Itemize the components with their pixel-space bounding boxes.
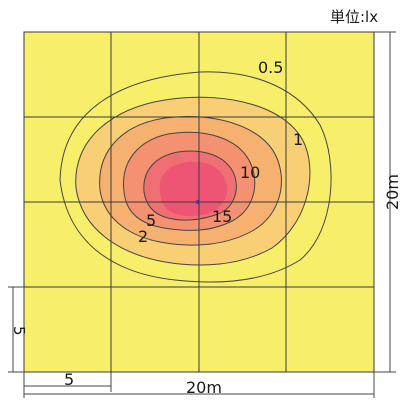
width-dimension-label: 20m <box>186 378 222 397</box>
contour-label-10: 10 <box>240 163 260 182</box>
left-sub-dimension <box>8 286 24 373</box>
contour-label-2: 2 <box>138 227 148 246</box>
sub-height-dimension-label: 5 <box>10 326 28 336</box>
unit-label: 単位:lx <box>330 8 378 26</box>
bottom-dimension <box>23 372 375 398</box>
right-dimension <box>374 31 396 373</box>
contour-label-5: 5 <box>146 211 156 230</box>
light-source-point <box>196 200 200 204</box>
contour-label-15: 15 <box>212 207 232 226</box>
sub-width-dimension-label: 5 <box>64 370 74 389</box>
contour-label-1: 1 <box>293 130 303 149</box>
height-dimension-label: 20m <box>383 174 402 210</box>
grid-lines <box>24 32 374 372</box>
contour-0-5 <box>59 71 332 283</box>
contour-label-0-5: 0.5 <box>258 58 283 77</box>
